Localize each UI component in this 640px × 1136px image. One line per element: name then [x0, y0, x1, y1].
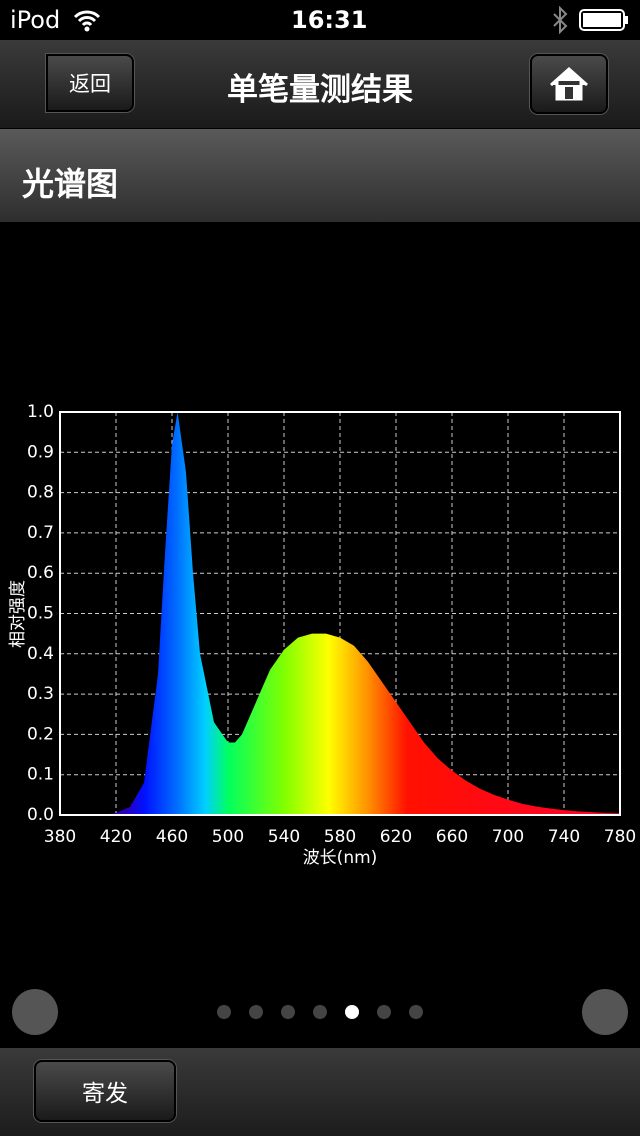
prev-button[interactable]: [12, 989, 58, 1035]
y-tick-label: 0.5: [27, 604, 54, 624]
x-tick-label: 380: [44, 827, 76, 847]
x-tick-label: 500: [212, 827, 244, 847]
x-tick-label: 740: [548, 827, 580, 847]
section-title: 光谱图: [22, 165, 119, 203]
x-tick-label: 460: [156, 827, 188, 847]
y-tick-label: 0.8: [27, 483, 54, 503]
x-axis-label: 波长(nm): [303, 848, 378, 868]
y-tick-label: 0.4: [27, 644, 54, 664]
footer-bar: 寄发: [0, 1048, 640, 1136]
send-button[interactable]: 寄发: [34, 1060, 176, 1122]
x-tick-label: 580: [324, 827, 356, 847]
x-tick-label: 780: [604, 827, 636, 847]
y-tick-label: 0.3: [27, 684, 54, 704]
y-tick-label: 0.7: [27, 523, 54, 543]
y-tick-label: 1.0: [27, 402, 54, 422]
home-icon: [550, 66, 588, 101]
y-axis-label: 相对强度: [8, 580, 28, 648]
time: 16:31: [291, 6, 368, 34]
home-button[interactable]: [530, 54, 608, 114]
x-tick-label: 620: [380, 827, 412, 847]
nav-title: 单笔量测结果: [227, 72, 413, 108]
y-tick-label: 0.9: [27, 442, 54, 462]
chart: 相对强度 波长(nm) 0.0 0.1 0.2 0.3 0.4 0.5 0.6 0.7 0.8 0…: [8, 402, 636, 868]
y-tick-label: 0.2: [27, 724, 54, 744]
status-bar: iPod 16:31: [0, 0, 640, 40]
back-button[interactable]: 返回: [46, 54, 134, 112]
wifi-icon: [73, 10, 101, 32]
status-icons: [553, 6, 628, 34]
x-tick-label: 700: [492, 827, 524, 847]
plot-border: [59, 411, 621, 816]
x-tick-label: 660: [436, 827, 468, 847]
page-dots: [217, 1005, 423, 1019]
y-tick-label: 0.0: [27, 805, 54, 825]
y-tick-label: 0.6: [27, 563, 54, 583]
device: iPod: [10, 6, 61, 34]
x-tick-label: 420: [100, 827, 132, 847]
pager: [12, 989, 628, 1035]
x-tick-label: 540: [268, 827, 300, 847]
next-button[interactable]: [582, 989, 628, 1035]
section-header: 光谱图: [0, 129, 640, 222]
spectrum-area: [60, 412, 620, 815]
y-tick-label: 0.1: [27, 765, 54, 785]
nav-bar: 返回 单笔量测结果: [0, 40, 640, 129]
